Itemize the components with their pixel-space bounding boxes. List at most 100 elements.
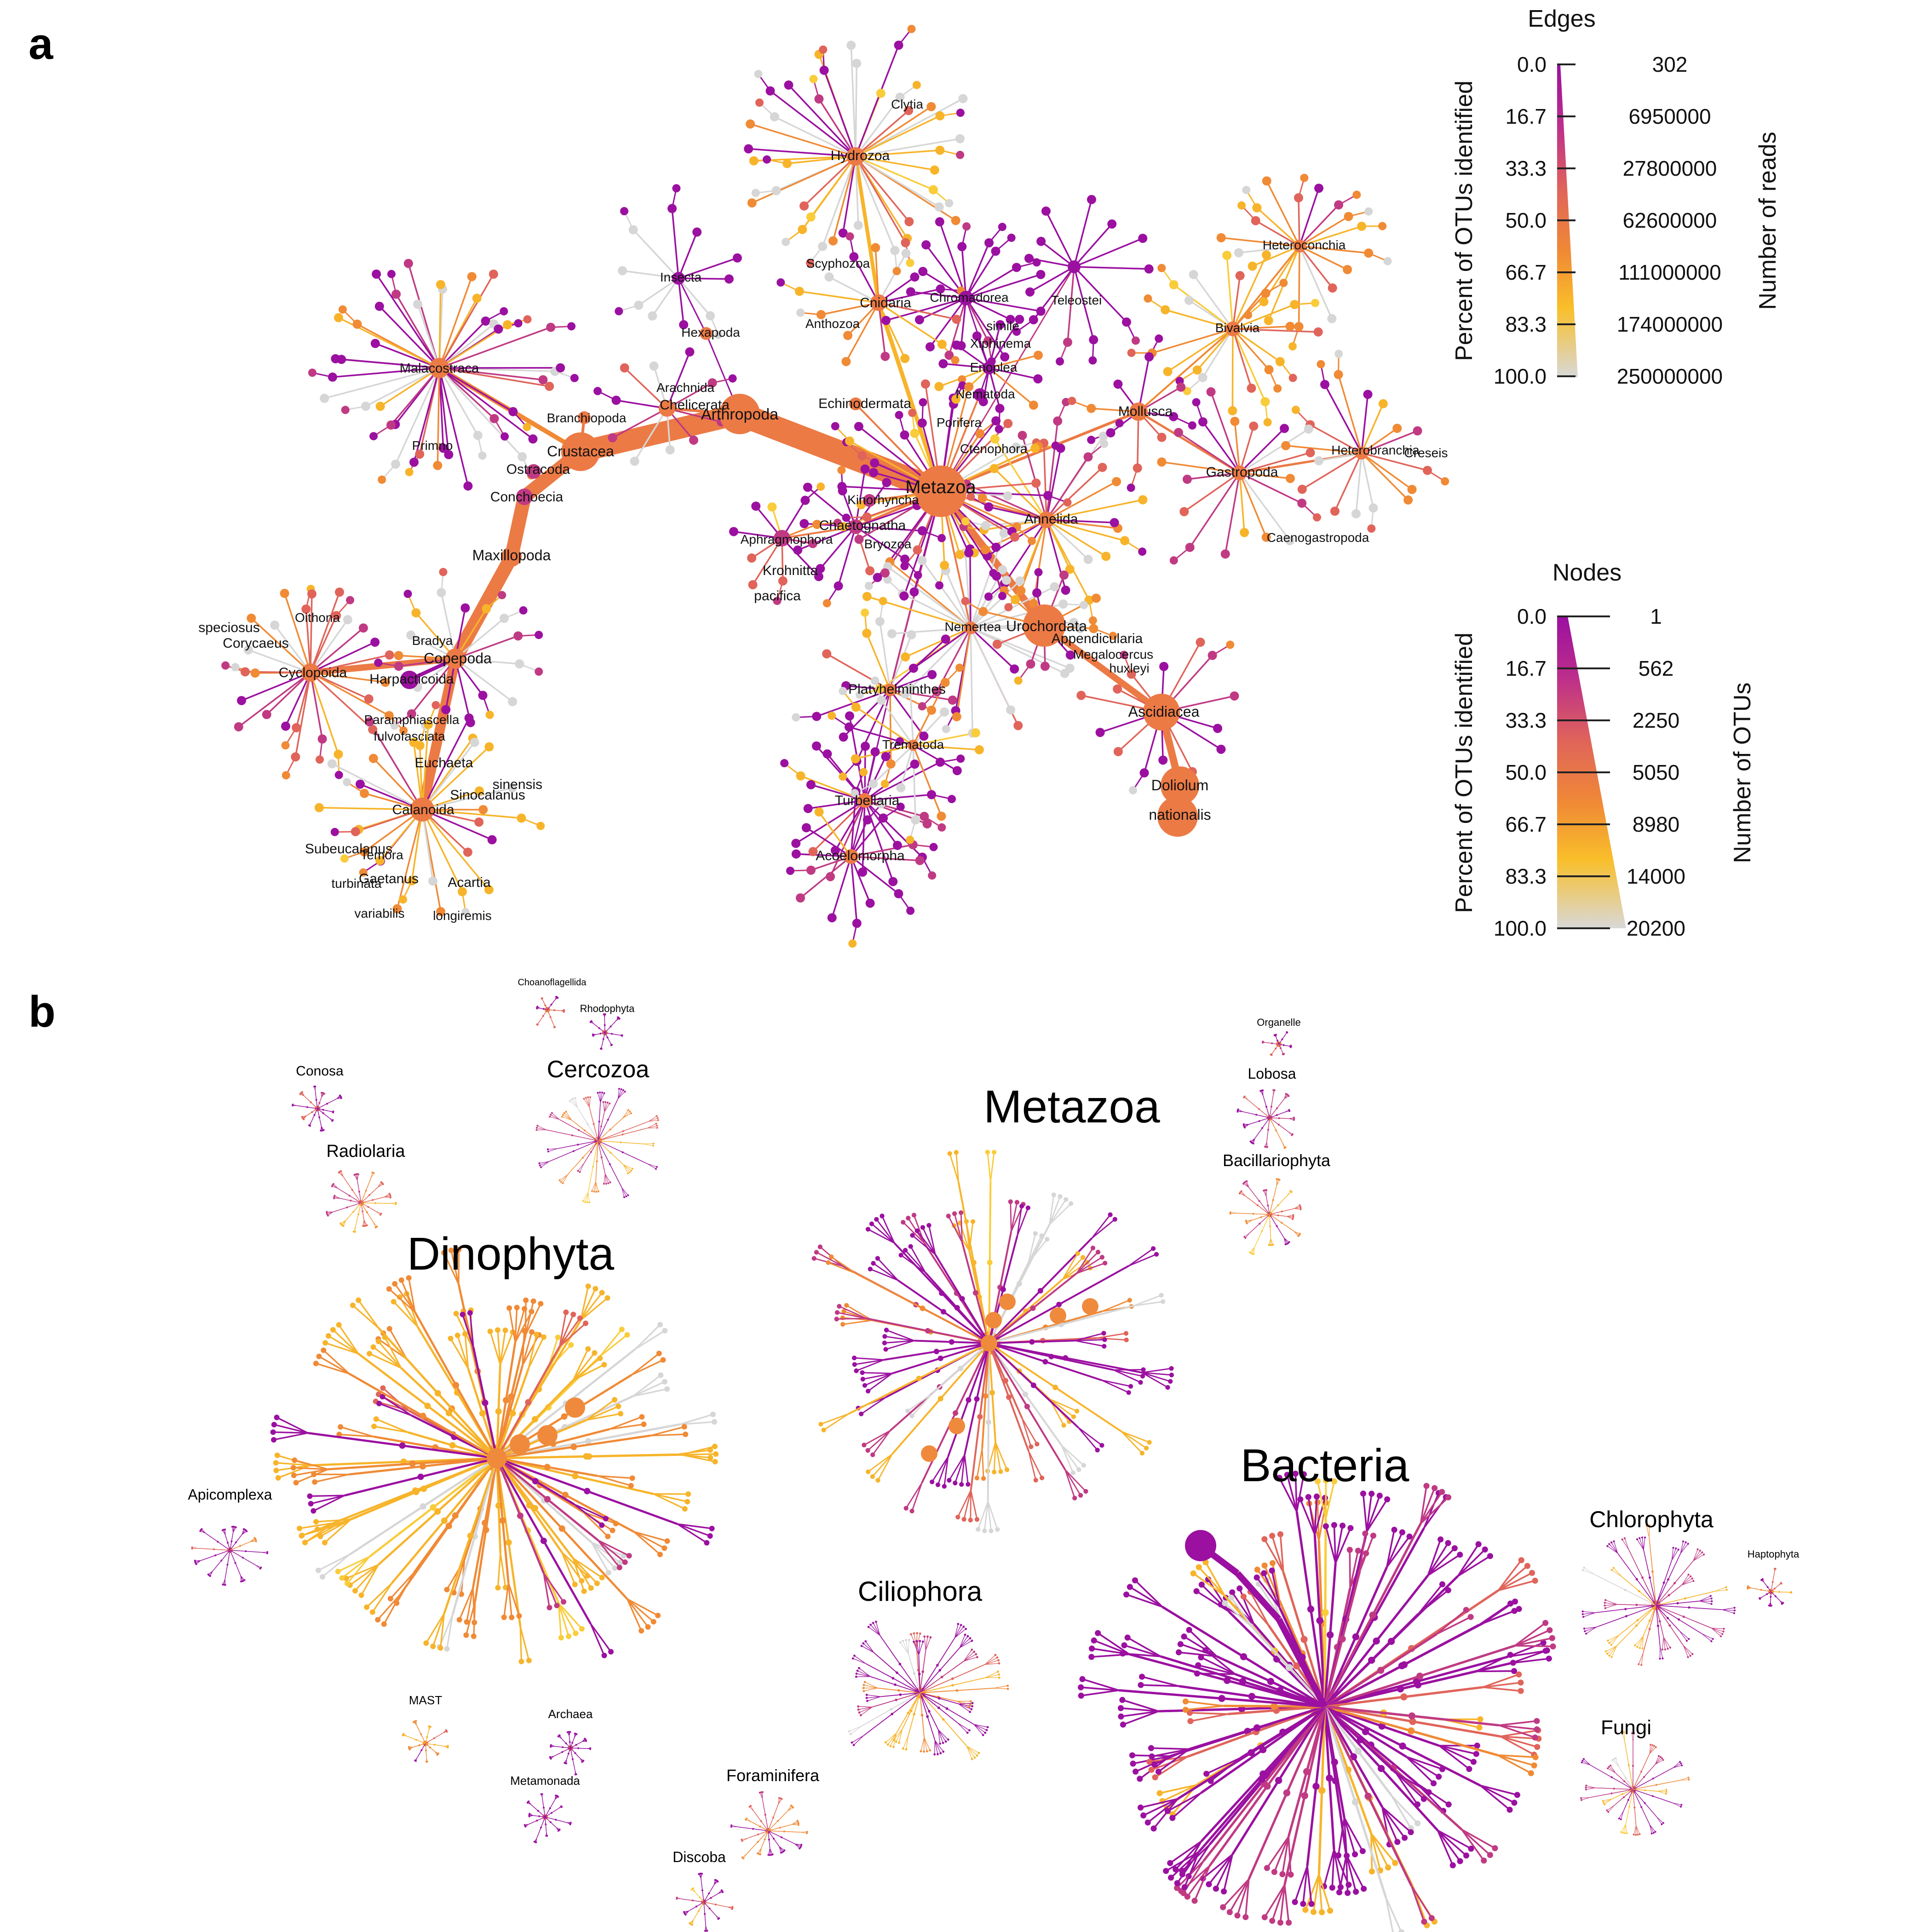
leaf-node: [704, 1540, 710, 1546]
branch: [890, 1733, 897, 1747]
leaf-node: [1138, 547, 1147, 556]
branch: [868, 1373, 893, 1392]
leaf-node: [857, 1708, 860, 1711]
branch: [604, 1102, 608, 1112]
legend-tick-left: 83.3: [1505, 864, 1547, 888]
branch: [910, 1246, 926, 1273]
inner-node: [1283, 1789, 1291, 1797]
branch: [1410, 1885, 1432, 1919]
edge: [1299, 188, 1320, 247]
leaf-node: [1665, 1791, 1668, 1793]
taxon-label: Gaetanus: [359, 871, 419, 886]
leaf-node: [533, 1840, 535, 1843]
leaf-node: [1277, 1920, 1283, 1926]
leaf-node: [661, 1545, 667, 1551]
leaf-node: [513, 631, 523, 641]
leaf-node: [890, 246, 900, 255]
leaf-node: [808, 539, 817, 548]
branch: [867, 1430, 891, 1451]
leaf-node: [1780, 1582, 1782, 1585]
inner-node: [571, 1742, 574, 1744]
leaf-node: [707, 1455, 713, 1460]
branch: [609, 1416, 642, 1430]
inner-node: [971, 1259, 977, 1265]
edge: [889, 690, 892, 764]
inner-node: [1400, 1661, 1408, 1668]
leaf-node: [1615, 1757, 1617, 1759]
edge: [438, 367, 495, 420]
leaf-node: [316, 755, 324, 764]
hub-node: [1225, 322, 1240, 336]
branch: [1175, 1840, 1202, 1870]
leaf-node: [588, 1201, 591, 1203]
leaf-node: [683, 1432, 689, 1438]
hub-node: [1143, 694, 1180, 730]
inner-node: [598, 1027, 600, 1029]
inner-node: [1259, 1223, 1261, 1225]
inner-node: [985, 1419, 991, 1425]
inner-node: [585, 1438, 592, 1445]
leaf-node: [617, 1559, 623, 1565]
branch: [960, 1455, 966, 1485]
leaf-node: [806, 865, 816, 875]
branch: [338, 1556, 370, 1572]
leaf-node: [1167, 1874, 1174, 1881]
inner-node: [1673, 1582, 1676, 1585]
leaf-node: [593, 1190, 595, 1193]
edge: [855, 706, 914, 746]
inner-node: [1635, 1604, 1638, 1606]
branch: [1478, 1603, 1511, 1626]
leaf-node: [1725, 1586, 1727, 1588]
leaf-node: [917, 418, 927, 428]
taxon-label: Ostracoda: [506, 462, 570, 477]
leaf-node: [1126, 1390, 1131, 1395]
inner-node: [921, 1670, 925, 1673]
branch: [446, 1614, 454, 1649]
leaf-node: [1249, 421, 1259, 431]
branch: [896, 1729, 903, 1742]
leaf-node: [672, 184, 681, 193]
edge: [853, 256, 880, 303]
leaf-node: [858, 867, 868, 877]
leaf-node: [611, 396, 621, 405]
inner-node: [531, 1416, 538, 1423]
branch: [856, 1673, 871, 1677]
leaf-node: [433, 460, 443, 470]
leaf-node: [862, 815, 872, 825]
branch: [552, 1112, 560, 1120]
branch: [1102, 1300, 1130, 1312]
inner-node: [1408, 1712, 1415, 1719]
leaf-node: [1634, 1644, 1636, 1647]
leaf-node: [604, 1295, 610, 1301]
edge: [310, 672, 339, 755]
hub-node: [516, 489, 533, 505]
leaf-node: [1071, 1414, 1076, 1420]
edge: [878, 302, 906, 359]
leaf-node: [798, 224, 807, 234]
edge: [889, 561, 972, 629]
branch: [937, 1456, 949, 1485]
branch: [1179, 1651, 1217, 1657]
leaf-node: [554, 1603, 560, 1609]
branch: [1101, 1380, 1129, 1393]
inner-node: [1277, 1123, 1280, 1126]
inner-node: [399, 1442, 406, 1449]
edge: [1324, 384, 1363, 454]
edge: [1210, 391, 1241, 473]
leaf-node: [447, 1747, 449, 1749]
branch: [913, 1642, 919, 1656]
leaf-node: [1314, 184, 1324, 193]
branch: [528, 1336, 545, 1369]
leaf-node: [951, 356, 960, 365]
edge: [1073, 199, 1092, 267]
leaf-node: [592, 1286, 598, 1292]
leaf-node: [905, 1409, 910, 1414]
leaf-node: [1310, 1909, 1317, 1915]
leaf-node: [1058, 599, 1068, 609]
leaf-node: [682, 1506, 688, 1512]
leaf-node: [1208, 650, 1217, 660]
branch: [574, 1503, 606, 1519]
branch: [627, 1598, 642, 1631]
branch: [963, 1490, 972, 1520]
leaf-node: [340, 1097, 342, 1099]
